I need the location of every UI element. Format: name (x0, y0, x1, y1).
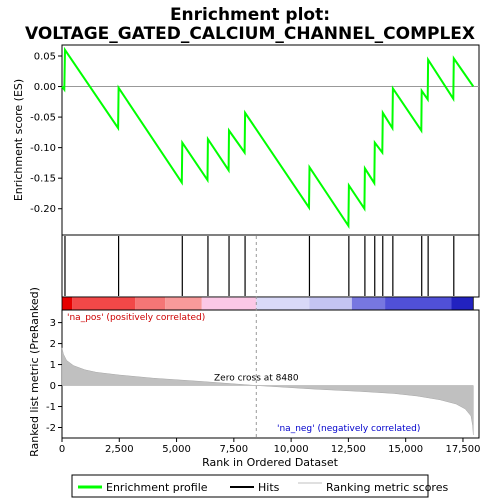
rank-bar-segment (72, 297, 136, 310)
legend-enrichment-label: Enrichment profile (106, 481, 208, 494)
x-tick-label: 2,500 (105, 444, 134, 455)
hits-markers (64, 236, 455, 296)
metric-panel-frame (61, 309, 480, 439)
metric-y-tick-label: 2 (50, 339, 56, 350)
neg-correlated-label: 'na_neg' (negatively correlated) (277, 424, 420, 434)
metric-y-tick-label: 3 (50, 318, 56, 329)
legend: Enrichment profile Hits Ranking metric s… (71, 474, 448, 498)
es-y-tick-label: -0.05 (30, 113, 56, 124)
metric-y-axis: 3 2 1 0 -1 -2 (46, 318, 62, 434)
hits-panel-frame (61, 234, 480, 298)
es-y-tick-label: 0.05 (34, 51, 56, 62)
x-tick-label: 0 (59, 444, 65, 455)
x-axis-label: Rank in Ordered Dataset (202, 456, 339, 469)
rank-color-bar (61, 296, 474, 311)
x-tick-label: 10,000 (274, 444, 309, 455)
es-y-axis: 0.05 0.00 -0.05 -0.10 -0.15 -0.20 (30, 51, 62, 215)
rank-bar-segment (62, 297, 73, 310)
zero-cross-label: Zero cross at 8480 (214, 374, 299, 384)
es-y-tick-label: -0.10 (30, 143, 56, 154)
legend-hits-label: Hits (258, 481, 280, 494)
rank-bar-segment (165, 297, 202, 310)
x-axis: 0 2,500 5,000 7,500 10,000 12,500 15,000 17,500 (59, 438, 480, 455)
rank-bar-segment (135, 297, 166, 310)
rank-bar-segment (309, 297, 352, 310)
rank-bar-segment (256, 297, 310, 310)
es-y-tick-label: 0.00 (34, 82, 56, 93)
enrichment-profile-line (61, 46, 475, 230)
es-y-tick-label: -0.15 (30, 174, 56, 185)
x-tick-label: 15,000 (388, 444, 423, 455)
es-y-axis-label: Enrichment score (ES) (12, 79, 25, 201)
ranking-metric-area (61, 347, 474, 435)
chart-title-line1: Enrichment plot: (170, 5, 330, 25)
x-tick-label: 5,000 (162, 444, 191, 455)
rank-bar-segment (351, 297, 386, 310)
metric-y-tick-label: -1 (46, 402, 56, 413)
x-tick-label: 17,500 (445, 444, 480, 455)
pos-correlated-label: 'na_pos' (positively correlated) (67, 313, 205, 323)
x-tick-label: 7,500 (220, 444, 249, 455)
es-y-tick-label: -0.20 (30, 204, 56, 215)
x-tick-label: 12,500 (331, 444, 366, 455)
metric-y-axis-label: Ranked list metric (PreRanked) (28, 287, 41, 457)
rank-bar-segment (201, 297, 257, 310)
chart-title-line2: VOLTAGE_GATED_CALCIUM_CHANNEL_COMPLEX (25, 24, 475, 44)
rank-bar-segment (451, 297, 474, 310)
metric-y-tick-label: 1 (50, 360, 56, 371)
metric-y-tick-label: -2 (46, 423, 56, 434)
rank-bar-segment (385, 297, 452, 310)
legend-metric-label: Ranking metric scores (326, 481, 448, 494)
es-panel-frame (61, 44, 480, 236)
metric-y-tick-label: 0 (50, 381, 56, 392)
